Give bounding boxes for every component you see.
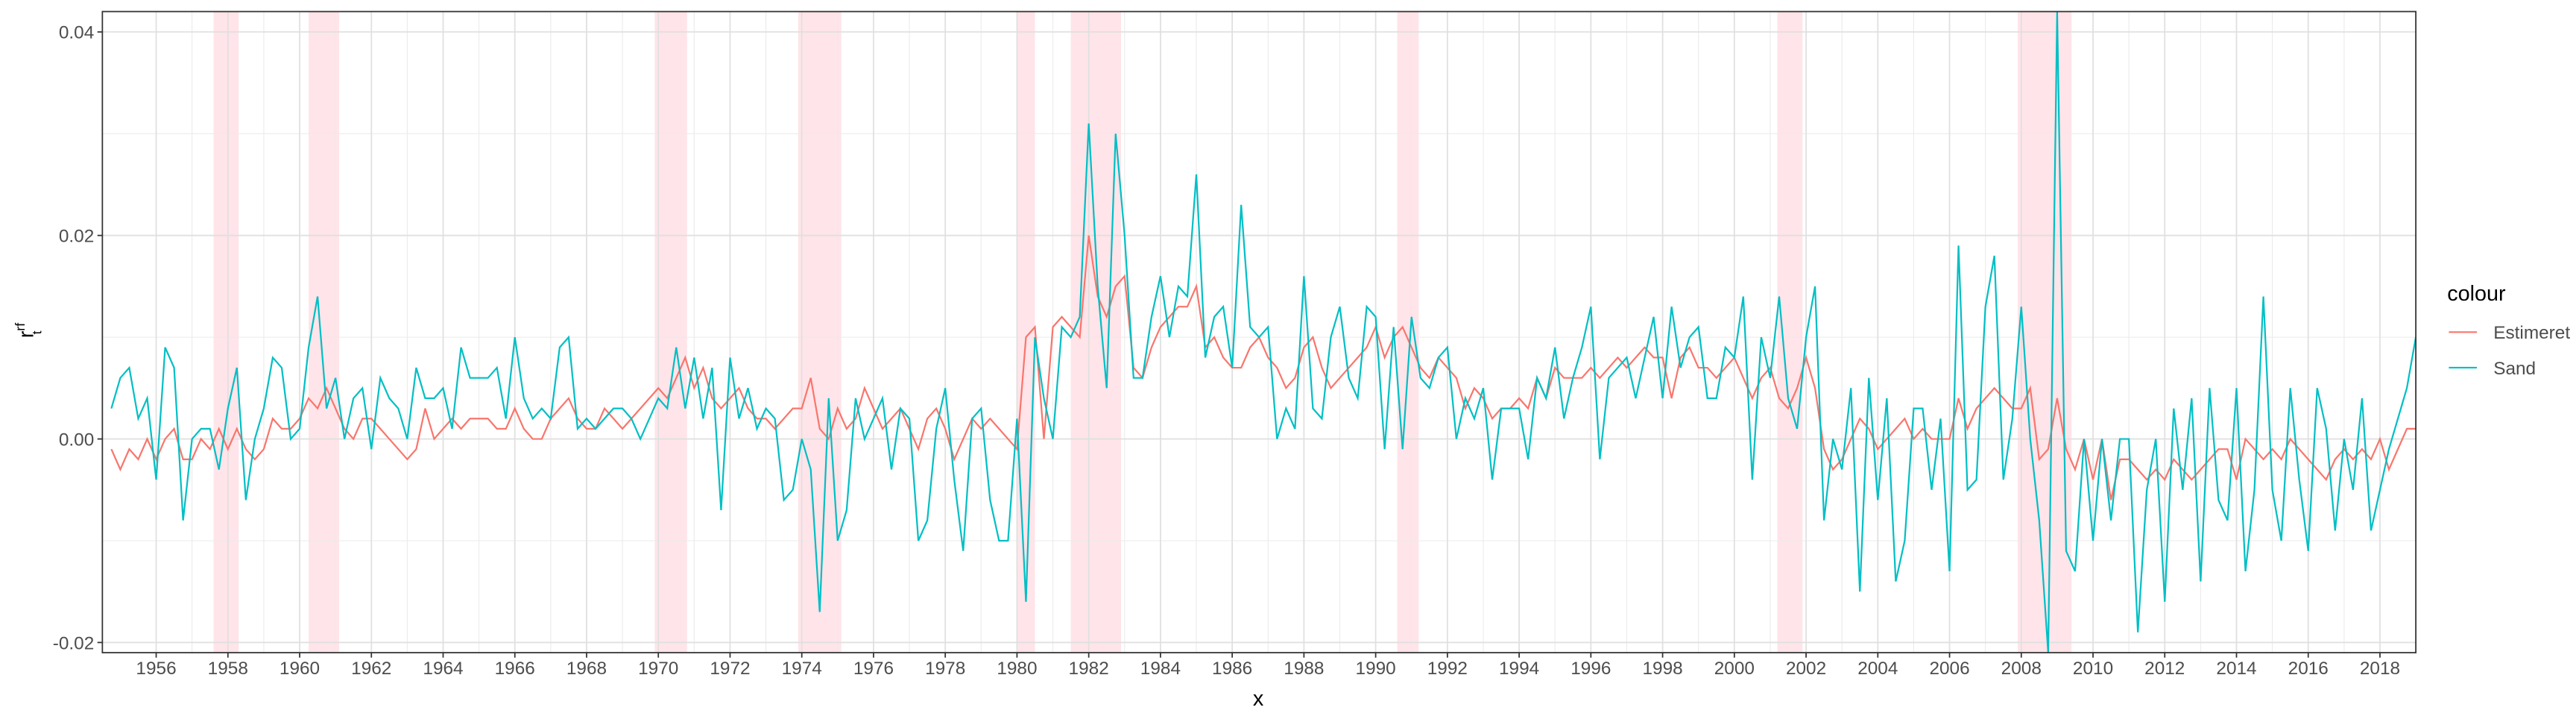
x-tick-label: 1966: [495, 659, 535, 679]
x-tick-label: 1974: [782, 659, 822, 679]
x-tick-label: 1998: [1642, 659, 1682, 679]
x-tick-label: 2014: [2216, 659, 2256, 679]
recession-band: [2017, 11, 2072, 653]
x-tick-label: 1958: [208, 659, 248, 679]
recession-band: [213, 11, 239, 653]
x-tick-label: 1972: [710, 659, 750, 679]
x-tick-label: 1964: [423, 659, 463, 679]
legend-label: Sand: [2493, 359, 2536, 379]
y-axis-title: rrft: [13, 323, 44, 338]
x-tick-label: 1976: [853, 659, 894, 679]
x-tick-label: 1986: [1212, 659, 1252, 679]
recession-band: [1017, 11, 1035, 653]
x-tick-label: 2006: [1929, 659, 1969, 679]
recession-band: [1777, 11, 1803, 653]
x-tick-label: 1968: [566, 659, 607, 679]
x-tick-label: 1960: [280, 659, 320, 679]
y-axis-title-sup: rf: [13, 323, 28, 331]
x-tick-label: 1984: [1140, 659, 1181, 679]
series-line: [110, 235, 2416, 500]
x-tick-label: 1994: [1499, 659, 1539, 679]
y-tick-label: 0.04: [59, 23, 94, 43]
x-tick-label: 1970: [638, 659, 678, 679]
panel-border: [101, 10, 2416, 653]
x-tick-label: 2002: [1786, 659, 1826, 679]
y-tick-label: -0.02: [53, 633, 95, 653]
x-tick-label: 2000: [1714, 659, 1755, 679]
x-tick-label: 1980: [997, 659, 1037, 679]
x-tick-label: 2012: [2144, 659, 2185, 679]
y-axis-title-sub: t: [29, 330, 44, 334]
recession-band: [1397, 11, 1419, 653]
y-axis-title-base: r: [14, 330, 38, 338]
x-tick-label: 1978: [925, 659, 965, 679]
x-tick-label: 2010: [2073, 659, 2113, 679]
x-tick-label: 2004: [1857, 659, 1898, 679]
recession-band: [1070, 11, 1121, 653]
y-tick-label: 0.02: [59, 227, 94, 247]
x-tick-label: 2016: [2288, 659, 2329, 679]
x-tick-label: 1982: [1069, 659, 1109, 679]
series-line: [110, 11, 2416, 653]
x-tick-label: 1962: [351, 659, 391, 679]
recession-band: [654, 11, 687, 653]
x-tick-label: 1990: [1356, 659, 1396, 679]
x-tick-label: 1956: [136, 659, 176, 679]
y-tick-label: 0.00: [59, 430, 94, 450]
legend-title: colour: [2447, 282, 2506, 306]
x-tick-label: 2008: [2001, 659, 2042, 679]
x-tick-label: 1988: [1284, 659, 1324, 679]
x-axis-title: x: [1253, 687, 1264, 711]
recession-band: [309, 11, 339, 653]
legend-label: Estimeret: [2493, 323, 2570, 343]
x-tick-label: 2018: [2360, 659, 2400, 679]
x-tick-label: 1996: [1570, 659, 1611, 679]
x-tick-label: 1992: [1427, 659, 1468, 679]
recession-band: [798, 11, 842, 653]
